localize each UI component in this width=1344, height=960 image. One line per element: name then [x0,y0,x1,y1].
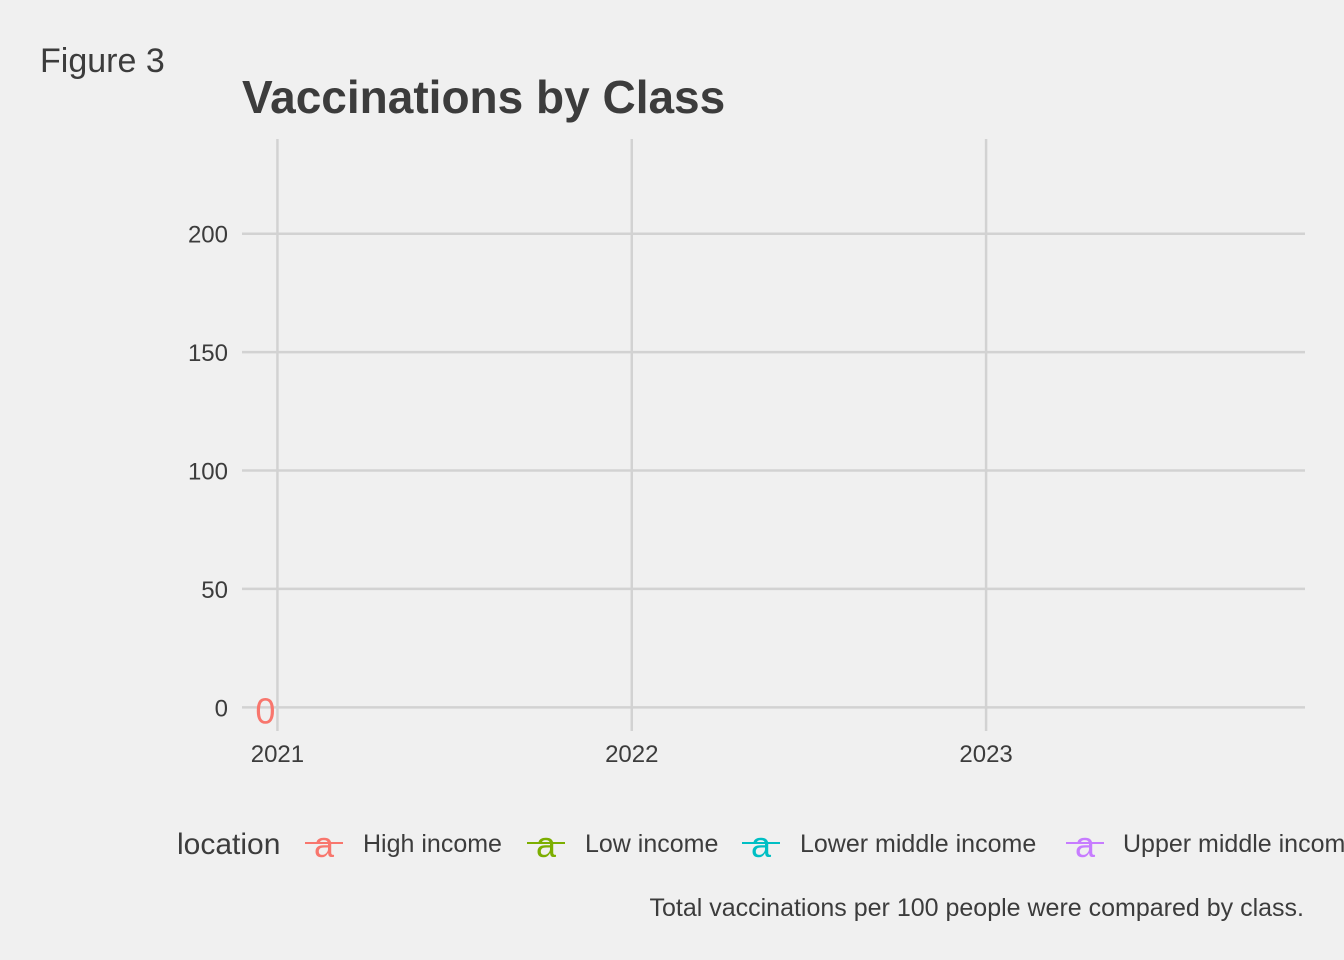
legend-key-glyph: a [1075,824,1096,865]
legend-item: a Low income [527,824,718,865]
legend-item: a High income [305,824,502,865]
y-tick-label: 200 [188,222,228,249]
x-tick-label: 2022 [605,741,658,768]
legend-key-glyph: a [314,824,335,865]
legend-label: High income [363,830,502,858]
x-axis: 2021 2022 2023 [251,741,1013,768]
chart-caption: Total vaccinations per 100 people were c… [649,894,1304,922]
figure-label: Figure 3 [40,42,165,80]
grid [242,139,1305,731]
plot-area: 0 [255,690,275,731]
legend-key-glyph: a [536,824,557,865]
x-tick-label: 2023 [959,741,1012,768]
legend-label: Upper middle income [1123,830,1344,858]
legend: location a High income a Low income a Lower mi… [177,824,1344,865]
legend-label: Low income [585,830,718,858]
x-tick-label: 2021 [251,741,304,768]
legend-item: a Upper middle income [1066,824,1344,865]
data-point-label: 0 [255,690,275,731]
legend-key-glyph: a [751,824,772,865]
y-tick-label: 100 [188,459,228,486]
chart-title: Vaccinations by Class [242,71,725,123]
y-tick-label: 50 [201,577,228,604]
y-tick-label: 0 [215,695,228,722]
legend-title: location [177,828,280,861]
y-tick-label: 150 [188,340,228,367]
y-axis: 0 50 100 150 200 [188,222,228,723]
legend-item: a Lower middle income [742,824,1036,865]
legend-label: Lower middle income [800,830,1036,858]
